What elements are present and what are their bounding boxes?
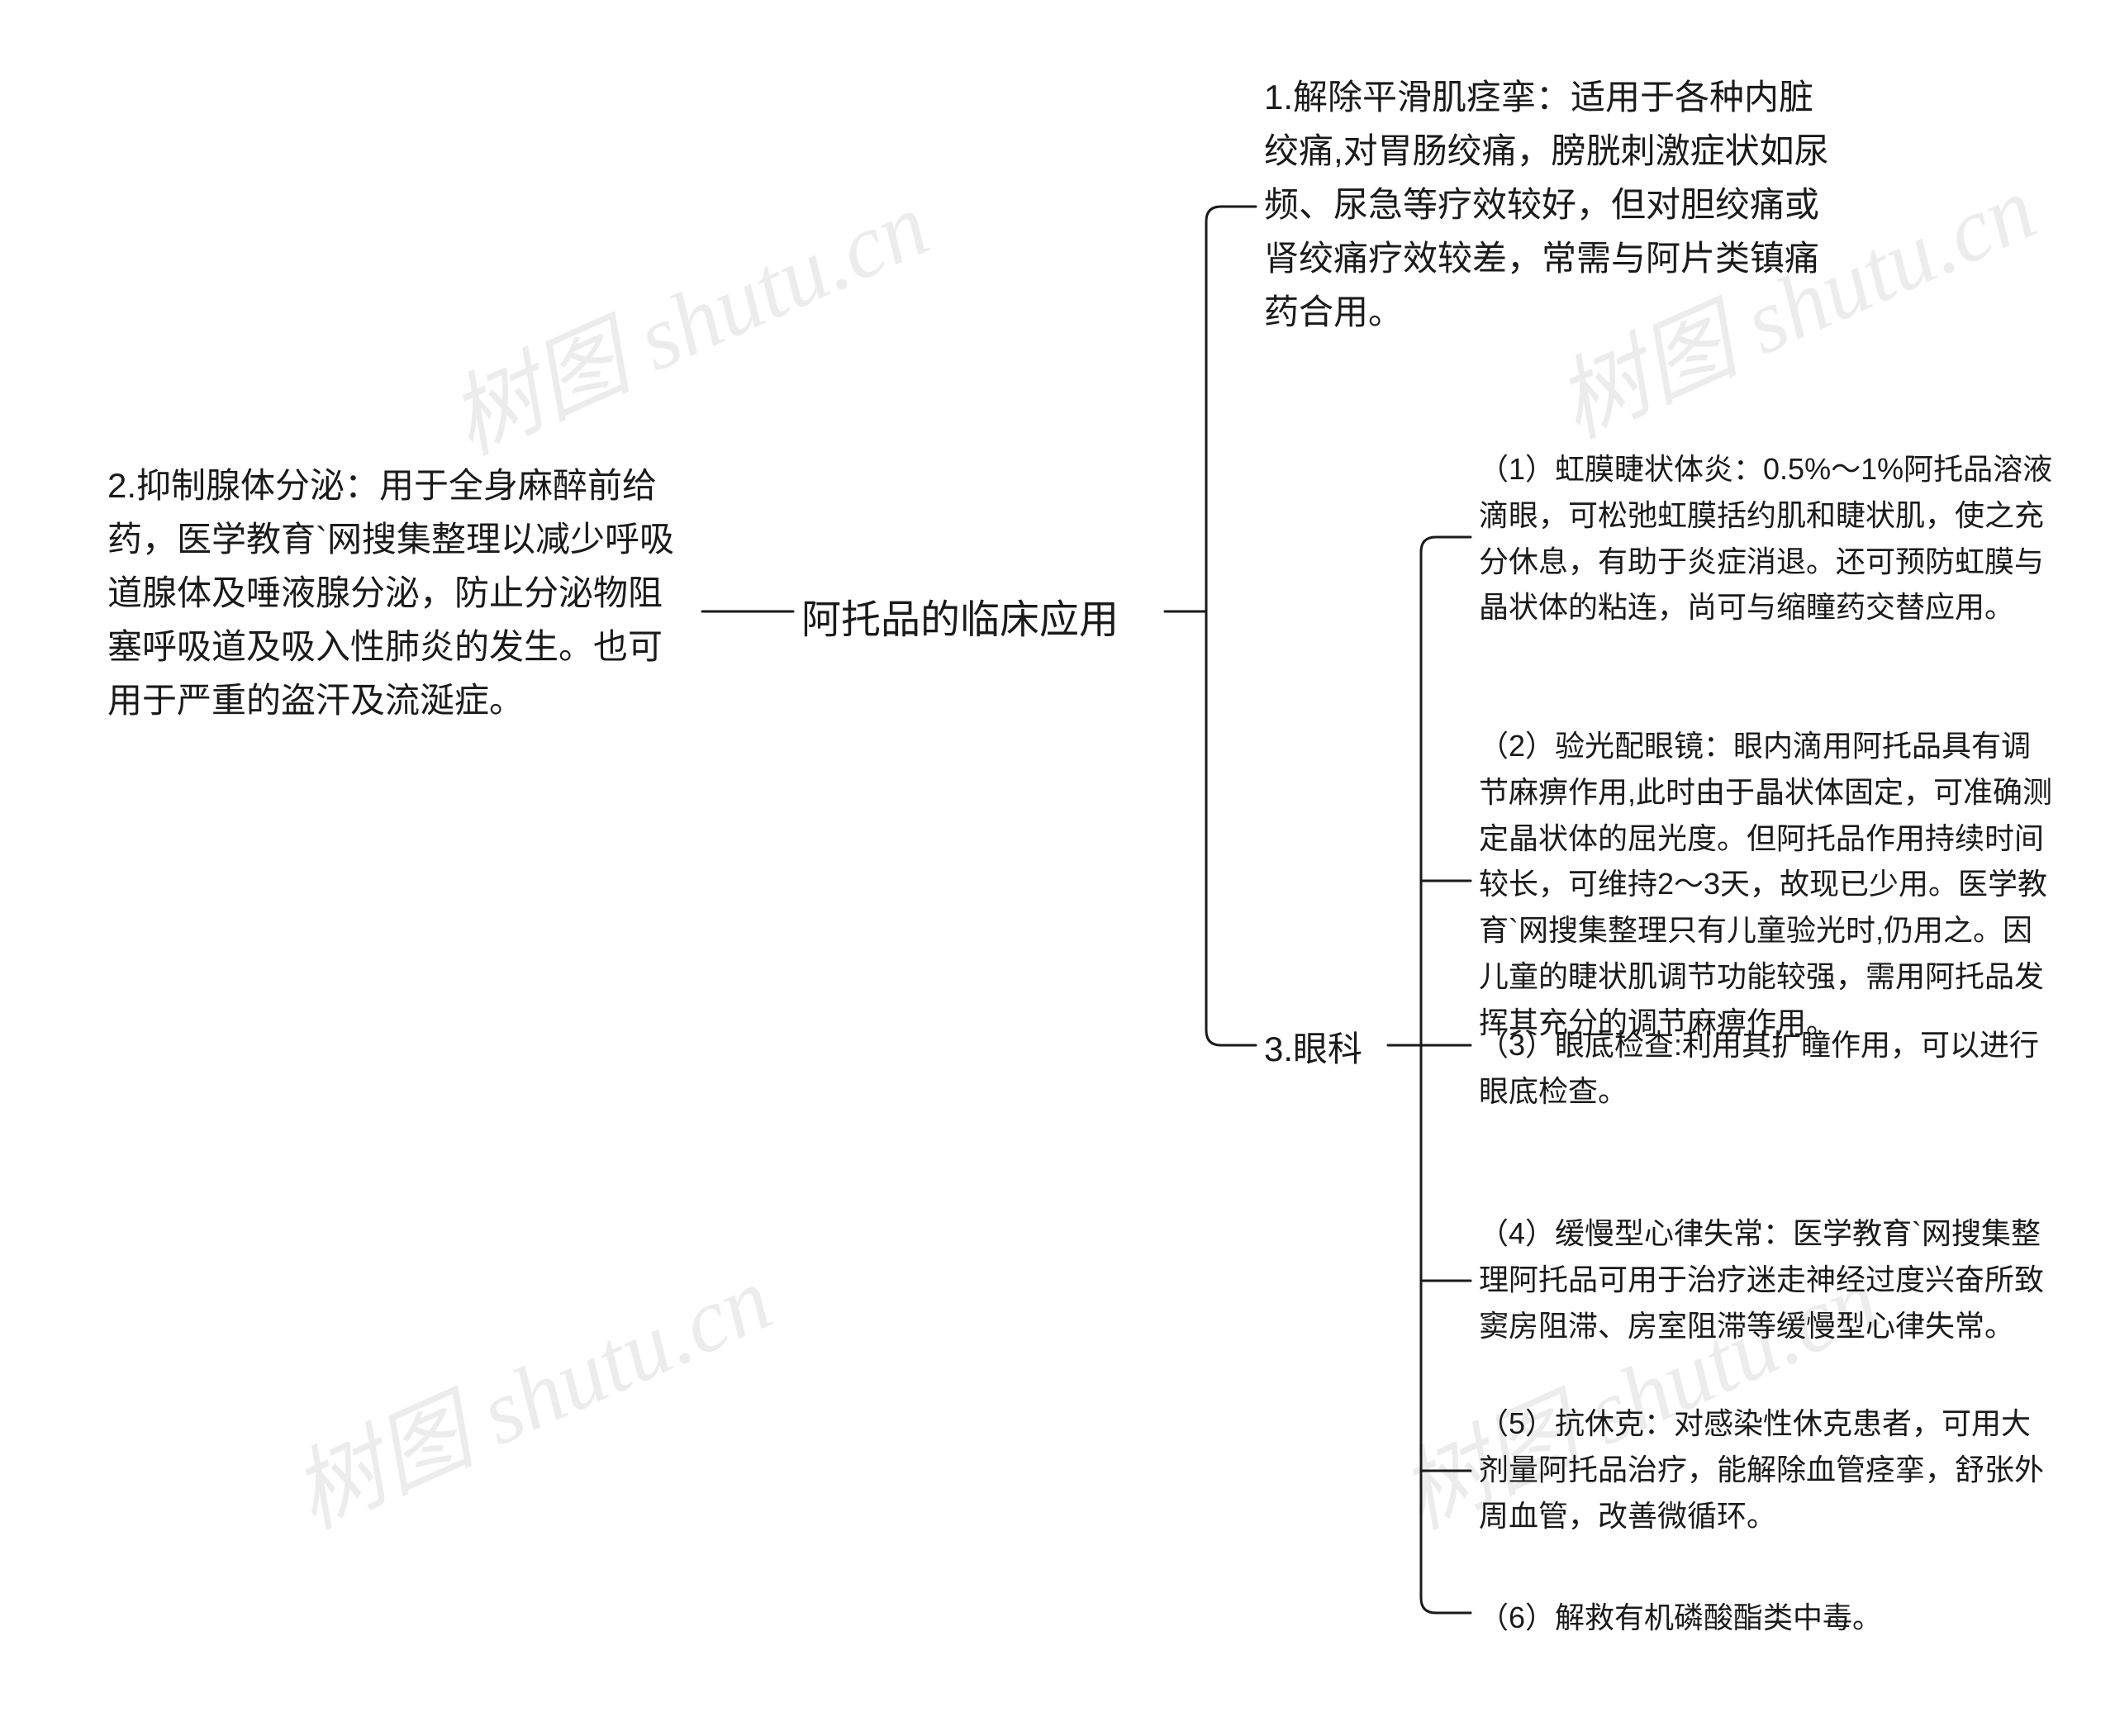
leaf-bradyarrhythmia: （4）缓慢型心律失常：医学教育`网搜集整理阿托品可用于治疗迷走神经过度兴奋所致窦… [1479,1210,2057,1348]
leaf-organophosphate-rescue: （6）解救有机磷酸酯类中毒。 [1479,1595,2057,1641]
leaf-anti-shock: （5）抗休克：对感染性休克患者，可用大剂量阿托品治疗，能解除血管痉挛，舒张外周血… [1479,1401,2057,1539]
leaf-optometry: （2）验光配眼镜：眼内滴用阿托品具有调节麻痹作用,此时由于晶状体固定，可准确测定… [1479,723,2057,1046]
branch-ophthalmology-label: 3.眼科 [1264,1022,1396,1076]
leaf-iridocyclitis: （1）虹膜睫状体炎：0.5%～1%阿托品溶液滴眼，可松弛虹膜括约肌和睫状肌，使之… [1479,446,2057,630]
watermark: 树图 shutu.cn [269,1225,788,1553]
branch-suppress-gland-secretion: 2.抑制腺体分泌：用于全身麻醉前给药，医学教育`网搜集整理以减少呼吸道腺体及唾液… [107,459,686,727]
leaf-fundus-exam: （3）眼底检查:利用其扩瞳作用，可以进行眼底检查。 [1479,1022,2057,1115]
watermark: 树图 shutu.cn [425,151,945,479]
branch-relieve-smooth-muscle-spasm: 1.解除平滑肌痉挛：适用于各种内脏绞痛,对胃肠绞痛，膀胱刺激症状如尿频、尿急等疗… [1264,70,1842,339]
mindmap-root: 阿托品的临床应用 [801,590,1157,651]
